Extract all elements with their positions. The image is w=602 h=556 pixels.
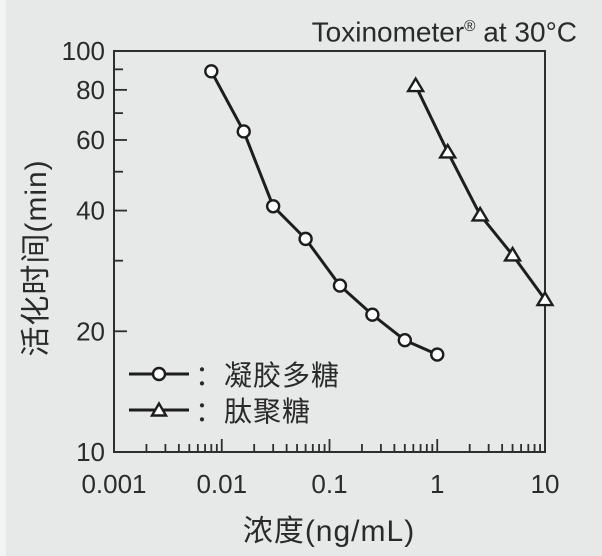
y-tick-label: 40	[76, 196, 105, 226]
legend-line-circle-sample	[129, 366, 189, 382]
y-tick-label: 80	[76, 75, 105, 105]
x-tick-label: 10	[531, 469, 560, 499]
y-tick-label: 20	[76, 316, 105, 346]
y-axis-label: 活化时间(min)	[20, 159, 53, 357]
legend-label-curdlan: ：凝胶多糖	[195, 360, 341, 391]
curdlan-point	[204, 64, 219, 79]
peptidoglycan-point	[535, 290, 555, 307]
curdlan-point	[365, 307, 380, 322]
legend: ：凝胶多糖 ：肽聚糖	[128, 356, 340, 428]
x-tick-label: 0.001	[81, 469, 146, 499]
x-tick-label: 1	[430, 469, 444, 499]
curdlan-point	[298, 231, 313, 247]
page-edge-strip	[0, 0, 6, 556]
peptidoglycan-line	[414, 84, 547, 301]
plot-border	[113, 50, 546, 453]
curdlan-point	[430, 347, 445, 362]
curdlan-line	[209, 70, 438, 356]
y-tick-label: 10	[76, 437, 105, 467]
curdlan-point	[265, 199, 281, 214]
legend-label-peptidoglycan: ：肽聚糖	[195, 396, 312, 427]
x-axis-label: 浓度(ng/mL)	[242, 515, 416, 548]
chart-title-rest: at 30°C	[475, 16, 577, 48]
peptidoglycan-point	[438, 142, 458, 159]
legend-line-triangle-sample	[129, 401, 189, 417]
curdlan-point	[332, 278, 348, 293]
legend-item-peptidoglycan: ：肽聚糖	[128, 392, 340, 428]
triangle-marker-icon	[149, 401, 169, 417]
registered-trademark-icon: ®	[464, 18, 476, 35]
peptidoglycan-point	[406, 76, 426, 93]
legend-item-curdlan: ：凝胶多糖	[128, 356, 340, 392]
x-tick-label: 0.01	[196, 469, 247, 499]
peptidoglycan-point	[502, 245, 523, 262]
x-tick-label: 0.1	[311, 469, 347, 499]
chart-title: Toxinometer® at 30°C	[312, 10, 577, 49]
circle-marker-icon	[151, 366, 167, 382]
y-tick-label: 100	[62, 36, 105, 66]
curdlan-point	[236, 124, 251, 139]
peptidoglycan-point	[470, 205, 490, 222]
y-tick-label: 60	[76, 125, 105, 155]
chart-title-main: Toxinometer	[311, 16, 465, 48]
curdlan-point	[397, 333, 413, 348]
